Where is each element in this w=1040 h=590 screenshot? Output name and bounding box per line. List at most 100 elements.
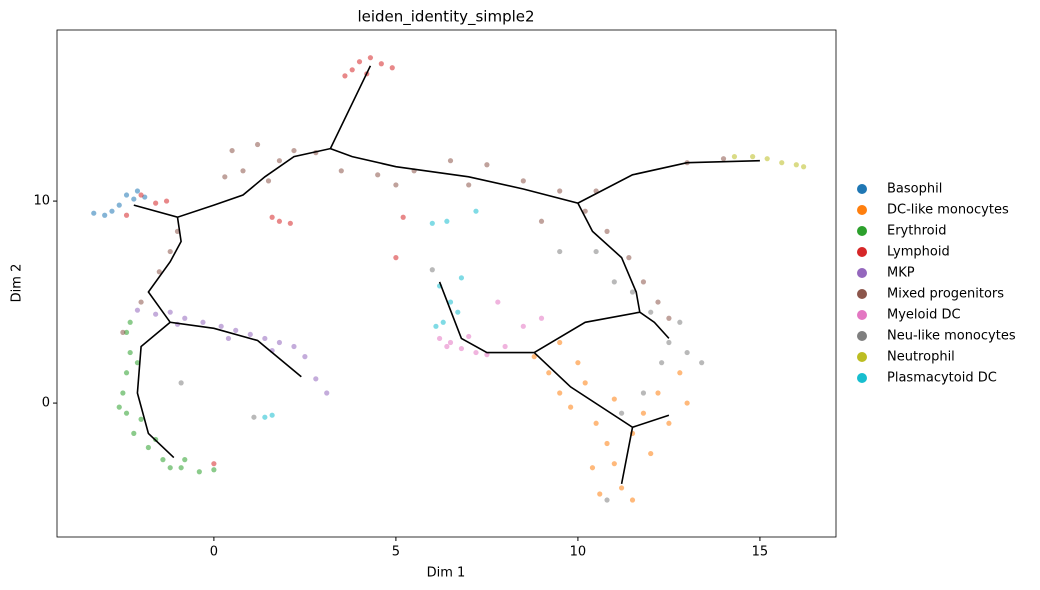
- point: [251, 414, 257, 420]
- point: [287, 220, 293, 226]
- point: [276, 339, 283, 346]
- point: [720, 156, 727, 162]
- point: [302, 354, 308, 360]
- point: [666, 315, 672, 321]
- y-axis-label: Dim 2: [10, 264, 25, 303]
- point: [138, 192, 144, 198]
- point: [254, 141, 261, 148]
- legend-marker: [857, 226, 867, 236]
- point: [582, 208, 588, 214]
- point: [666, 339, 672, 346]
- point: [123, 192, 130, 198]
- point: [211, 461, 217, 467]
- point: [400, 214, 406, 220]
- point: [484, 162, 490, 168]
- point: [222, 174, 228, 180]
- point: [356, 59, 363, 65]
- point: [127, 349, 133, 356]
- legend-marker: [857, 247, 867, 257]
- point: [123, 329, 130, 335]
- point: [557, 390, 563, 396]
- point: [666, 420, 672, 426]
- point: [699, 360, 705, 366]
- x-tick-label: 0: [210, 545, 218, 560]
- point: [196, 469, 202, 475]
- point: [127, 319, 133, 325]
- point: [684, 349, 690, 356]
- point: [502, 343, 508, 350]
- point: [265, 178, 272, 184]
- legend-label: Myeloid DC: [887, 308, 961, 323]
- point: [262, 335, 268, 342]
- point: [182, 457, 188, 463]
- points: [91, 55, 807, 503]
- legend-label: Neutrophil: [887, 350, 955, 365]
- legend-label: Basophil: [887, 182, 942, 197]
- point: [393, 255, 399, 261]
- point: [233, 327, 239, 333]
- legend-marker: [857, 205, 867, 215]
- point: [134, 360, 141, 366]
- point: [640, 390, 647, 396]
- chart-title: leiden_identity_simple2: [357, 8, 534, 27]
- point: [182, 315, 188, 321]
- x-axis-label: Dim 1: [427, 566, 466, 581]
- point: [520, 178, 526, 184]
- point: [779, 160, 785, 166]
- point: [466, 333, 472, 340]
- point: [731, 154, 738, 160]
- point: [618, 485, 625, 491]
- point: [160, 457, 166, 463]
- point: [123, 410, 130, 416]
- legend-marker: [857, 331, 867, 341]
- point: [604, 228, 610, 234]
- point: [444, 218, 450, 224]
- point: [626, 255, 632, 261]
- point: [269, 214, 275, 220]
- point: [793, 162, 799, 168]
- point: [597, 491, 603, 497]
- point: [557, 188, 563, 194]
- legend-label: DC-like monocytes: [887, 203, 1009, 218]
- point: [589, 465, 596, 471]
- point: [429, 220, 435, 226]
- point: [433, 323, 439, 329]
- point: [659, 360, 665, 366]
- point: [116, 404, 122, 410]
- point: [531, 354, 537, 360]
- point: [575, 360, 581, 366]
- legend-marker: [857, 310, 867, 320]
- point: [378, 61, 384, 67]
- trajectory: [133, 65, 760, 485]
- legend-label: Erythroid: [887, 224, 946, 239]
- point: [640, 410, 647, 416]
- legend-label: Plasmacytoid DC: [887, 371, 997, 386]
- point: [629, 497, 636, 503]
- point: [557, 248, 563, 255]
- y-tick-label: 0: [42, 396, 50, 411]
- point: [342, 73, 348, 79]
- point: [447, 299, 454, 305]
- y-tick-label: 10: [33, 194, 50, 209]
- point: [557, 339, 563, 346]
- point: [440, 319, 446, 325]
- point: [200, 319, 206, 325]
- point: [538, 315, 545, 321]
- point: [291, 343, 297, 350]
- point: [593, 420, 599, 426]
- point: [167, 309, 173, 315]
- point: [375, 172, 381, 178]
- point: [458, 345, 465, 352]
- point: [655, 390, 661, 396]
- legend-marker: [857, 352, 867, 362]
- point: [466, 182, 472, 188]
- point: [367, 55, 374, 61]
- plot-frame: [56, 29, 837, 538]
- point: [429, 267, 435, 273]
- point: [163, 198, 170, 204]
- point: [218, 323, 224, 329]
- point: [801, 164, 807, 170]
- point: [684, 400, 690, 406]
- point: [138, 299, 144, 305]
